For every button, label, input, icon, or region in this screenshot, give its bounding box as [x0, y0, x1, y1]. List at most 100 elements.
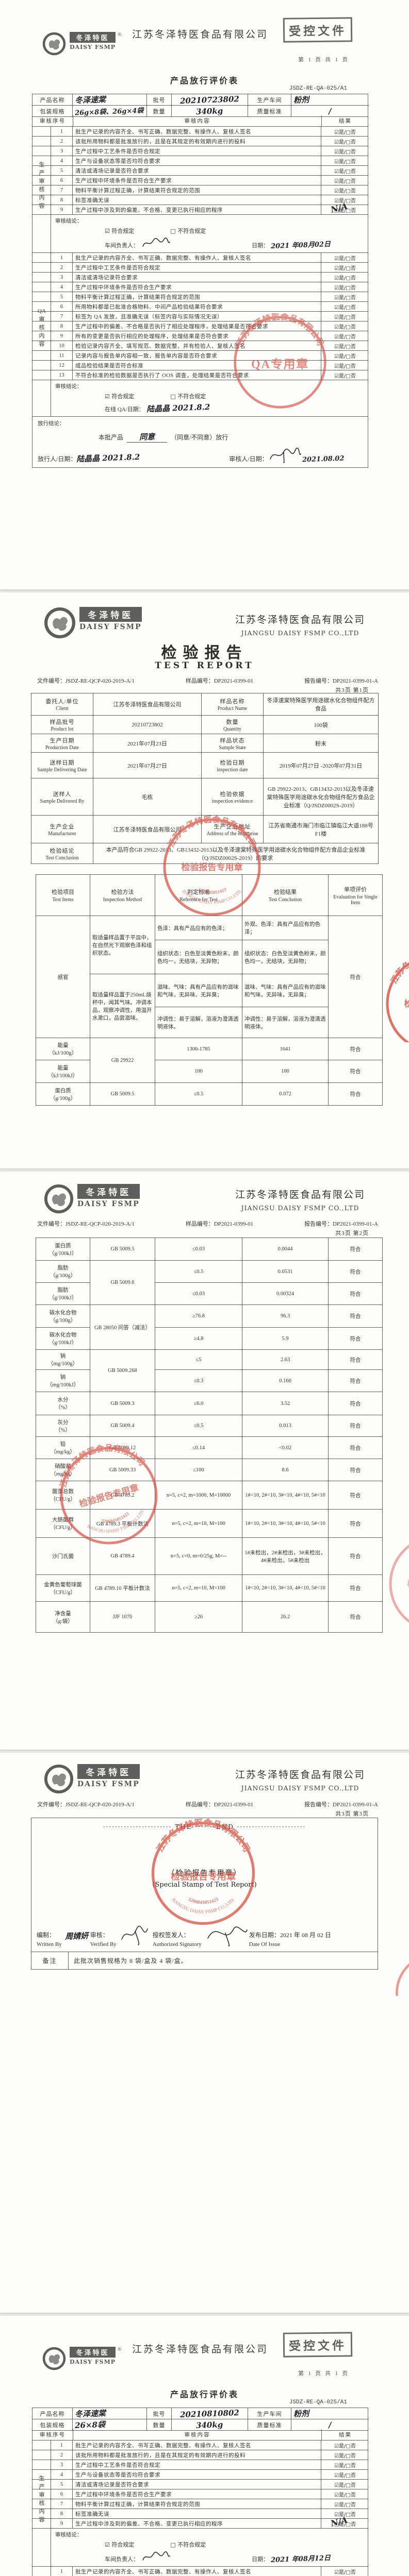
std-cell: ≤0.5: [155, 1082, 242, 1106]
result-cell: 100: [242, 1060, 329, 1083]
pagination: 共3页 第3页: [335, 1811, 369, 1817]
row-no: 1: [51, 2441, 73, 2450]
label-en: Address of the enterprise: [206, 831, 258, 837]
company-logo: 冬泽特医 DAISY FSMP: [44, 1764, 140, 1794]
row-result: ☑是/□否: [321, 331, 369, 341]
table-row: 硝酸盐 （mg/kg） GB 5009.33 ≤100 8.6 符合: [36, 1459, 383, 1481]
result-cell: 96.3: [242, 1304, 329, 1328]
label-en: Product lot: [51, 726, 74, 732]
checklist-row: 3 清洁或清场记录符合要求 ☑是/□否: [32, 272, 368, 282]
row-result: ☑是/□否: [321, 176, 369, 185]
col-content: 审核内容: [73, 2429, 321, 2440]
method-cell: GB 4789.3 平板计数法: [90, 1509, 155, 1538]
row-result: □是/□否 N/A: [321, 201, 369, 214]
group-cell: [32, 253, 51, 262]
eval-cell: 符合: [328, 1082, 383, 1106]
result-check: ☑是/□否: [334, 265, 356, 272]
handwritten-standard: /: [328, 106, 332, 116]
method-cell: GB 5009.5: [90, 1082, 155, 1106]
result-cell: 0.0044: [242, 1238, 329, 1261]
group-cell: [32, 273, 51, 282]
eval-cell: 符合: [328, 1304, 383, 1328]
result-check: ☑是/□否: [334, 2443, 356, 2449]
table-row: 灰分 （%） GB 5009.4 ≤0.5 0.013 符合: [36, 1415, 383, 1437]
checklist-row: 9 生产过程中涉及到的偏差、不合格、变更已执行相应的程序 □是/□否 N/A: [32, 2515, 368, 2529]
label-cn: 送样日期: [50, 759, 75, 766]
method-cell: GB 5009.5: [90, 1238, 155, 1261]
result-check: ☑是/□否: [334, 139, 356, 145]
row-no: 6: [51, 176, 73, 185]
eval-cell: 符合: [328, 1601, 383, 1633]
checkbox-nonconform: □ 不符合规定: [170, 393, 206, 400]
col-result: 结果: [321, 115, 369, 126]
verified-label-en: Verified By: [90, 1941, 117, 1947]
row-result: ☑是/□否: [321, 2450, 369, 2460]
checklist-row: 8 标签准确无误 ☑是/□否: [32, 195, 368, 205]
the-end-line: ······················· THE ······ END ·…: [103, 1823, 306, 1831]
releaser-label: 放行人/日期：: [38, 455, 77, 463]
value: 20210810802: [172, 2408, 248, 2419]
logo-en: DAISY FSMP: [77, 1200, 140, 1208]
company-name: 江苏冬泽特医食品有限公司: [235, 615, 365, 625]
partial-edge-stamp: 江苏冬泽特医食品有限公司 检验报告专用章: [383, 952, 409, 1042]
audit-checklist: 生产审核内容 QA审核内容 审核序号 审核内容 结果 1 批生产记录的内容齐全、…: [32, 115, 368, 468]
group-cell: [32, 2489, 51, 2499]
col-cn: 判定标准: [187, 889, 210, 895]
checklist-row: 10 检验记录内容齐全、填写规范、数据完整、并有检验人、复核人签名 ☑是/□否: [32, 341, 368, 350]
std-cell: 组织状态：白色至淡黄色粉末，颜色均一，无结块，无异物；: [155, 940, 242, 974]
group-cell: [32, 302, 51, 311]
std-cell: 100: [155, 1060, 242, 1083]
item-name: 蛋白质: [55, 1088, 71, 1094]
col-en: Reference for Test: [179, 897, 218, 903]
std-cell: ≤0.5: [155, 1415, 242, 1437]
item-cell: 净含量 （g/袋）: [36, 1601, 90, 1633]
result-cell: 外观、色泽：具有产品应有的色泽；: [242, 916, 329, 940]
result-check: ☑是/□否: [334, 178, 356, 184]
method-cell: GB 29922: [90, 1038, 155, 1083]
cell: 2021年07月23日: [93, 734, 202, 753]
col-cn: 检验项目: [52, 889, 74, 895]
row-text: 该批所用物料都是批准放行的，且是在其规定的有效期内进行的投料: [73, 2450, 321, 2460]
eval-cell: 符合: [328, 1327, 383, 1350]
pagination: 共3页 第1页: [335, 687, 369, 693]
row-result: ☑是/□否: [321, 282, 369, 292]
eval-cell: 符合: [328, 1369, 383, 1392]
value: 粉剂: [291, 2408, 369, 2419]
label-en: Test Conclusion: [45, 855, 79, 861]
table-row: 生产日期 Production Date 2021年07月23日 样品状态 Samp…: [31, 734, 379, 753]
cell: 样品名称 Product Name: [201, 693, 264, 716]
value: 340kg: [172, 106, 248, 116]
row-text: 该批所用物料都是批准放行的，且是在其规定的有效期内进行的投料: [73, 137, 321, 146]
logo-cn: 冬泽特医: [70, 32, 116, 43]
row-no: 2: [51, 137, 73, 146]
company-name: 江苏冬泽特医食品有限公司: [132, 2344, 269, 2355]
company-logo: 冬泽特医 DAISY FSMP: [44, 1184, 140, 1214]
std-cell: n=5, c=2, m=10, M=100: [155, 1574, 242, 1602]
test-report-page-3: 冬泽特医 DAISY FSMP 江苏冬泽特医食品有限公司 JIANGSU DAI…: [0, 1753, 409, 2313]
item-unit: （CFU/g）: [50, 1589, 76, 1596]
company-name-en: JIANGSU DAISY FSMP CO.,LTD: [241, 1784, 359, 1792]
table-row: 碳水化合物 （g/100g） GB 28050 问答（减法） ≥76.8 96.3…: [36, 1304, 383, 1350]
label: 包装规格: [32, 2419, 73, 2430]
row-no: 1: [51, 2567, 73, 2576]
row-result: ☑是/□否: [321, 253, 369, 262]
row-result: ☑是/□否: [321, 292, 369, 301]
col-result: 结果: [321, 2429, 369, 2440]
group-cell: [32, 2567, 51, 2576]
std-cell: n=5, c=2, m=10, M=100: [155, 1509, 242, 1538]
result-check: ☑是/□否: [334, 149, 356, 155]
result-check: ☑是/□否: [334, 2502, 356, 2508]
item-name: 净含量: [55, 1611, 71, 1617]
report-no: 报告编号：DP2021-0399-01-A: [304, 1221, 378, 1227]
report-no: 报告编号：DP2021-0399-01-A: [304, 678, 378, 684]
result-check: ☑是/□否: [334, 2512, 356, 2518]
cell: 样品批号 Product lot: [31, 715, 93, 734]
company-name-en: JIANGSU DAISY FSMP CO.,LTD: [241, 629, 359, 637]
result-check: ☑是/□否: [334, 2463, 356, 2469]
daisy-logo-icon: [44, 1764, 74, 1794]
label: 产品名称: [32, 2408, 73, 2419]
label-en: Production Date: [45, 744, 79, 751]
manager-signature: [142, 2551, 170, 2561]
table-row: 能量 （kJ/100kJ） 100 100 符合: [36, 1060, 383, 1083]
eval-cell: 符合: [328, 1349, 383, 1370]
